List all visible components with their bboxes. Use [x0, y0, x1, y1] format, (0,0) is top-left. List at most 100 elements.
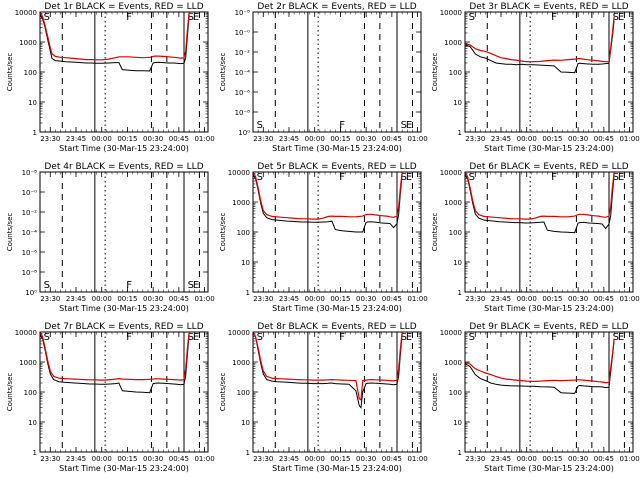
y-tick-label: 10000 — [228, 169, 250, 177]
marker-letter-S: S — [613, 172, 619, 183]
x-tick-label: 00:15 — [117, 135, 137, 143]
x-tick-label: 00:30 — [143, 135, 163, 143]
x-tick-label: 00:45 — [382, 295, 402, 303]
marker-letter-S: S — [44, 332, 50, 343]
x-tick-label: 00:45 — [169, 295, 189, 303]
x-tick-label: 00:45 — [594, 455, 614, 463]
y-tick-label: 1000 — [444, 359, 462, 367]
marker-letter-S: S — [257, 120, 263, 131]
marker-letter-S: S — [188, 332, 194, 343]
plot-frame — [39, 171, 209, 293]
x-tick-label: 23:45 — [66, 295, 86, 303]
y-tick-label: 10⁻⁶ — [22, 249, 38, 257]
marker-letter-F: F — [339, 172, 345, 183]
y-tick-label: 1 — [458, 129, 462, 137]
x-tick-label: 00:30 — [568, 295, 588, 303]
y-tick-label: 10 — [28, 99, 37, 107]
x-axis-label: Start Time (30-Mar-15 23:24:00) — [272, 144, 402, 153]
x-tick-label: 00:15 — [542, 135, 562, 143]
marker-letter-S: S — [257, 332, 263, 343]
x-tick-label: 23:45 — [491, 455, 511, 463]
y-tick-label: 10⁻⁸ — [235, 9, 251, 17]
x-tick-label: 23:45 — [279, 455, 299, 463]
panel-title: Det 9r BLACK = Events, RED = LLD — [469, 322, 628, 332]
marker-letter-S: S — [44, 280, 50, 291]
x-tick-label: 00:30 — [356, 455, 376, 463]
x-tick-label: 00:00 — [92, 295, 112, 303]
y-tick-label: 1000 — [232, 359, 250, 367]
x-axis-label: Start Time (30-Mar-15 23:24:00) — [484, 464, 614, 473]
events-series-line — [464, 174, 615, 234]
y-tick-label: 10⁻⁶ — [235, 89, 251, 97]
marker-letter-S: S — [469, 172, 475, 183]
lld-series-line — [39, 12, 190, 61]
y-tick-label: 10⁻⁴ — [235, 69, 251, 77]
x-axis-label: Start Time (30-Mar-15 23:24:00) — [272, 464, 402, 473]
y-tick-label: 10 — [241, 419, 250, 427]
y-axis-label: Counts/sec — [219, 373, 227, 412]
marker-letter-S: S — [401, 332, 407, 343]
panel-7r: Det 7r BLACK = Events, RED = LLD Counts/s… — [6, 322, 215, 473]
x-tick-label: 01:00 — [619, 455, 639, 463]
x-tick-label: 00:00 — [517, 455, 537, 463]
x-tick-label: 23:45 — [491, 135, 511, 143]
panel-9r: Det 9r BLACK = Events, RED = LLD Counts/s… — [431, 322, 640, 473]
events-series-line — [252, 174, 403, 233]
events-series-line — [39, 334, 190, 394]
x-tick-label: 00:00 — [305, 135, 325, 143]
x-tick-label: 00:15 — [542, 295, 562, 303]
x-tick-label: 00:30 — [143, 455, 163, 463]
x-tick-label: 00:00 — [92, 135, 112, 143]
y-tick-label: 100 — [24, 69, 37, 77]
y-tick-label: 10 — [241, 259, 250, 267]
y-tick-label: 10 — [453, 419, 462, 427]
x-tick-label: 23:30 — [465, 295, 485, 303]
y-tick-label: 10⁻⁸ — [22, 269, 38, 277]
y-tick-label: 10 — [453, 99, 462, 107]
x-tick-label: 01:00 — [619, 135, 639, 143]
x-tick-label: 00:15 — [330, 135, 350, 143]
panel-3r: Det 3r BLACK = Events, RED = LLD Counts/s… — [431, 2, 640, 153]
marker-letter-F: F — [339, 332, 345, 343]
panel-title: Det 8r BLACK = Events, RED = LLD — [257, 322, 416, 332]
y-tick-label: 1000 — [232, 199, 250, 207]
marker-letter-S: S — [401, 120, 407, 131]
x-tick-label: 00:00 — [517, 135, 537, 143]
lld-series-line — [464, 172, 615, 220]
marker-letter-F: F — [551, 332, 557, 343]
marker-letter-E: E — [618, 12, 624, 23]
y-tick-label: 100 — [237, 389, 250, 397]
marker-letter-E: E — [618, 172, 624, 183]
plot-frame — [464, 331, 634, 453]
x-tick-label: 00:00 — [305, 295, 325, 303]
lld-series-line — [39, 332, 190, 381]
x-tick-label: 01:00 — [407, 295, 427, 303]
y-tick-label: 10000 — [228, 329, 250, 337]
x-tick-label: 00:30 — [568, 455, 588, 463]
events-series-line — [464, 20, 615, 74]
y-tick-label: 10000 — [440, 329, 462, 337]
y-tick-label: 10000 — [15, 329, 37, 337]
plot-frame — [252, 11, 422, 133]
x-tick-label: 00:15 — [542, 455, 562, 463]
x-tick-label: 01:00 — [194, 295, 214, 303]
x-tick-label: 00:00 — [517, 295, 537, 303]
x-axis-label: Start Time (30-Mar-15 23:24:00) — [59, 304, 189, 313]
x-tick-label: 00:45 — [594, 295, 614, 303]
plot-frame — [39, 11, 209, 133]
y-tick-label: 10000 — [15, 9, 37, 17]
y-axis-label: Counts/sec — [431, 53, 439, 92]
x-tick-label: 23:45 — [66, 135, 86, 143]
marker-letter-S: S — [613, 12, 619, 23]
y-axis-label: Counts/sec — [6, 373, 14, 412]
panel-title: Det 1r BLACK = Events, RED = LLD — [44, 2, 203, 12]
marker-letter-E: E — [406, 120, 412, 131]
x-tick-label: 23:30 — [465, 455, 485, 463]
plot-frame — [464, 11, 634, 133]
y-tick-label: 10⁻⁰ — [235, 29, 251, 37]
marker-letter-F: F — [126, 280, 132, 291]
x-tick-label: 00:15 — [330, 455, 350, 463]
marker-letter-F: F — [339, 120, 345, 131]
x-axis-label: Start Time (30-Mar-15 23:24:00) — [59, 464, 189, 473]
